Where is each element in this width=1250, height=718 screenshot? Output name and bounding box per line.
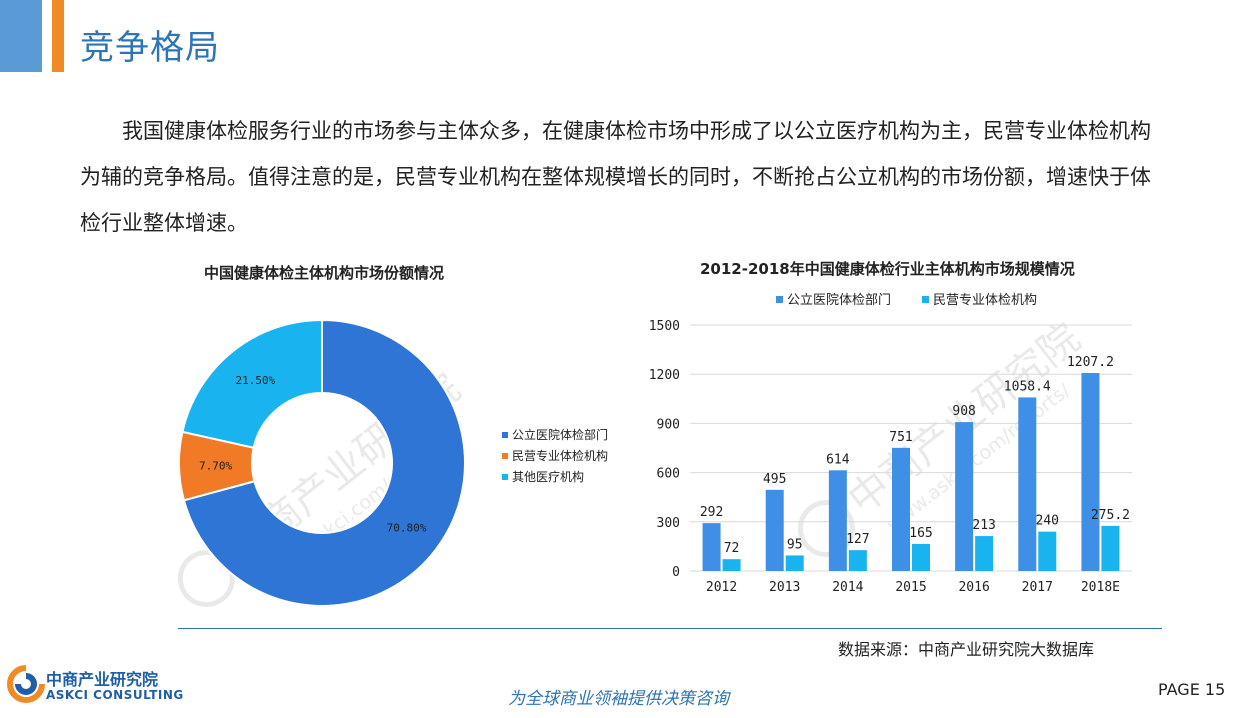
bar-legend-swatch-1 xyxy=(922,296,929,303)
pie-chart-title: 中国健康体检主体机构市场份额情况 xyxy=(204,264,445,282)
intro-paragraph: 我国健康体检服务行业的市场参与主体众多，在健康体检市场中形成了以公立医疗机构为主… xyxy=(80,119,1151,235)
bar-1-3 xyxy=(912,543,930,571)
bar-value-label-1-5: 240 xyxy=(1036,514,1059,529)
pie-legend-swatch-1 xyxy=(502,453,508,459)
page-title: 竞争格局 xyxy=(80,28,220,68)
pie-slice-label-1: 7.70% xyxy=(199,459,232,472)
pie-legend-label-2: 其他医疗机构 xyxy=(512,469,584,484)
bar-legend-label-0: 公立医院体检部门 xyxy=(787,293,891,308)
bar-ytick-label-1: 300 xyxy=(657,516,680,531)
bar-0-2 xyxy=(828,470,847,571)
bar-value-label-0-0: 292 xyxy=(700,505,723,520)
pie-slice-0 xyxy=(182,318,466,607)
bar-0-5 xyxy=(1018,397,1037,571)
pie-slice-label-2: 21.50% xyxy=(236,374,276,387)
bar-ytick-label-2: 600 xyxy=(657,467,680,482)
bar-value-label-1-0: 72 xyxy=(724,541,740,556)
bar-value-label-0-6: 1207.2 xyxy=(1067,355,1114,370)
bar-legend-swatch-0 xyxy=(776,296,783,303)
bar-0-1 xyxy=(765,489,784,571)
bar-1-1 xyxy=(785,555,804,571)
bar-xtick-label-3: 2015 xyxy=(895,580,926,595)
bar-value-label-1-4: 213 xyxy=(972,518,995,533)
askci-logo-icon xyxy=(7,665,45,703)
bar-value-label-0-1: 495 xyxy=(763,472,786,487)
bar-value-label-0-2: 614 xyxy=(826,452,850,467)
bar-ytick-label-0: 0 xyxy=(672,565,680,580)
pie-slice-2 xyxy=(181,318,323,449)
bar-value-label-1-6: 275.2 xyxy=(1091,508,1130,523)
bar-xtick-label-0: 2012 xyxy=(706,580,737,595)
bar-0-3 xyxy=(892,447,910,571)
pie-legend-label-0: 公立医院体检部门 xyxy=(512,427,608,442)
bar-xtick-label-5: 2017 xyxy=(1022,580,1053,595)
bar-1-5 xyxy=(1038,531,1057,571)
footer-slogan: 为全球商业领袖提供决策咨询 xyxy=(508,689,729,709)
footer-divider xyxy=(178,628,1162,629)
bar-0-4 xyxy=(955,422,974,571)
title-accent-orange xyxy=(52,0,64,72)
pie-legend-swatch-2 xyxy=(502,474,508,480)
bar-1-6 xyxy=(1101,525,1120,571)
bar-chart: 0 300 600 900 1200 1500 292 72 2012 495 95 2013 614 1… xyxy=(649,319,1132,595)
pie-legend-swatch-0 xyxy=(502,432,508,438)
bar-1-4 xyxy=(975,536,994,571)
bar-value-label-0-5: 1058.4 xyxy=(1004,379,1051,394)
bar-ytick-label-5: 1500 xyxy=(649,319,680,334)
bar-value-label-1-3: 165 xyxy=(909,526,932,541)
pie-chart: 70.80% 7.70% 21.50% xyxy=(178,318,466,607)
bar-1-0 xyxy=(722,559,741,571)
page-number: PAGE 15 xyxy=(1158,680,1226,699)
logo-en-text: ASKCI CONSULTING xyxy=(46,688,184,702)
bar-xtick-label-1: 2013 xyxy=(769,580,800,595)
bar-ytick-label-4: 1200 xyxy=(649,368,680,383)
bar-0-0 xyxy=(702,523,721,571)
bar-ytick-label-3: 900 xyxy=(657,417,680,432)
bar-xtick-label-2: 2014 xyxy=(832,580,863,595)
bar-legend: 公立医院体检部门 民营专业体检机构 xyxy=(776,293,1037,308)
bar-chart-title: 2012-2018年中国健康体检行业主体机构市场规模情况 xyxy=(700,260,1075,278)
bar-value-label-1-1: 95 xyxy=(787,537,803,552)
bar-xtick-label-4: 2016 xyxy=(958,580,989,595)
pie-slice-label-0: 70.80% xyxy=(387,522,427,535)
logo-cn-text: 中商产业研究院 xyxy=(46,670,159,689)
data-source: 数据来源：中商产业研究院大数据库 xyxy=(838,640,1095,659)
bar-legend-label-1: 民营专业体检机构 xyxy=(933,293,1037,308)
bar-value-label-0-4: 908 xyxy=(952,404,975,419)
bar-xtick-label-6: 2018E xyxy=(1081,580,1120,595)
bar-value-label-1-2: 127 xyxy=(846,532,869,547)
bar-value-label-0-3: 751 xyxy=(889,430,912,445)
bar-0-6 xyxy=(1081,373,1100,571)
pie-legend-label-1: 民营专业体检机构 xyxy=(512,448,608,463)
title-accent-blue xyxy=(0,0,42,72)
bar-1-2 xyxy=(848,550,867,571)
